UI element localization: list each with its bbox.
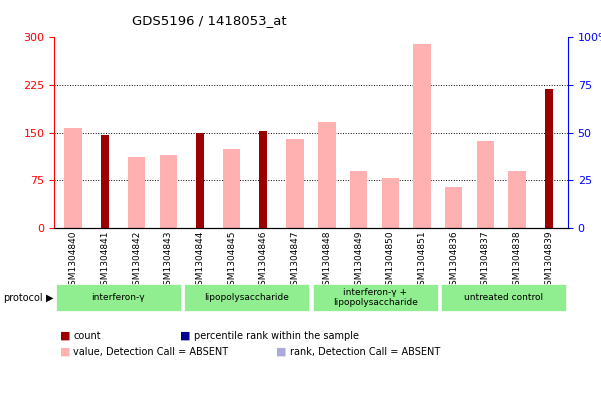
Bar (318, 122, 335, 228)
Bar (441, 285, 566, 311)
Text: GDS5196 / 1418053_at: GDS5196 / 1418053_at (132, 14, 287, 27)
Bar (477, 141, 494, 228)
Bar (56, 285, 181, 311)
Text: count: count (73, 331, 101, 341)
Bar (508, 171, 526, 228)
Text: untreated control: untreated control (464, 293, 543, 302)
Bar (445, 187, 463, 228)
Text: value, Detection Call = ABSENT: value, Detection Call = ABSENT (73, 347, 228, 357)
Bar (64, 128, 82, 228)
Text: interferon-γ: interferon-γ (91, 293, 145, 302)
Text: interferon-γ +
lipopolysaccharide: interferon-γ + lipopolysaccharide (333, 288, 418, 307)
Bar (128, 157, 145, 228)
Text: ■: ■ (60, 347, 70, 357)
Bar (313, 285, 438, 311)
Bar (196, 132, 204, 228)
Bar (101, 134, 109, 228)
Bar (545, 90, 553, 228)
Bar (287, 139, 304, 228)
Bar (382, 178, 399, 228)
Text: ■: ■ (180, 331, 191, 341)
Bar (223, 149, 240, 228)
Text: percentile rank within the sample: percentile rank within the sample (194, 331, 359, 341)
Bar (413, 44, 431, 228)
Bar (350, 171, 367, 228)
Text: ▶: ▶ (46, 293, 53, 303)
Text: ■: ■ (276, 347, 287, 357)
Text: ■: ■ (60, 331, 70, 341)
Text: rank, Detection Call = ABSENT: rank, Detection Call = ABSENT (290, 347, 440, 357)
Bar (184, 285, 310, 311)
Bar (260, 131, 267, 228)
Text: lipopolysaccharide: lipopolysaccharide (204, 293, 289, 302)
Text: protocol: protocol (3, 293, 43, 303)
Bar (159, 155, 177, 228)
